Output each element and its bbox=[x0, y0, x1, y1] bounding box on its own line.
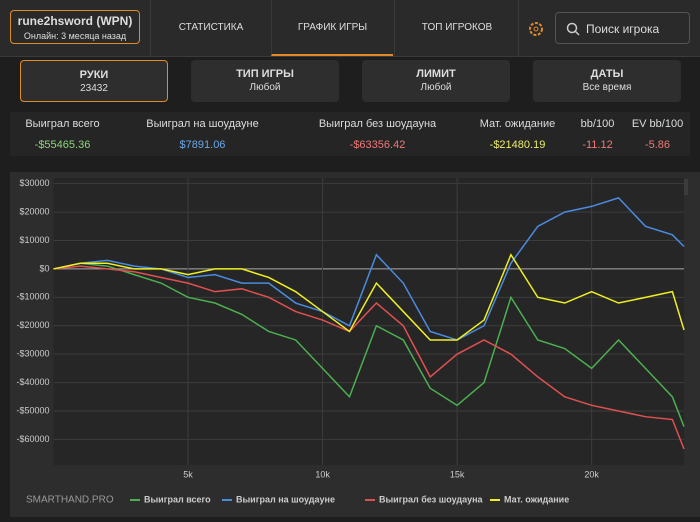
nav-tab[interactable]: ГРАФИК ИГРЫ bbox=[271, 0, 393, 56]
filter-label: РУКИ bbox=[79, 69, 109, 81]
nav-tab[interactable]: СТАТИСТИКА bbox=[150, 0, 271, 56]
stat-label: Выиграл без шоудауна bbox=[318, 118, 437, 130]
settings-button[interactable] bbox=[518, 0, 549, 56]
stat-value: -$55465.36 bbox=[34, 139, 91, 151]
series-line bbox=[53, 262, 685, 427]
y-tick-label: -$20000 bbox=[16, 320, 49, 330]
filter-button[interactable]: ТИП ИГРЫ Любой bbox=[191, 60, 339, 102]
stat-value: -$21480.19 bbox=[489, 139, 546, 151]
y-tick-label: -$30000 bbox=[16, 349, 49, 359]
stat-value: -$63356.42 bbox=[349, 139, 406, 151]
filter-button[interactable]: ДАТЫ Все время bbox=[533, 60, 681, 102]
chart-panel: BB SMARTHAND.PRO $30000$20000$10000$0-$1… bbox=[10, 172, 700, 517]
legend-label: Выиграл без шоудауна bbox=[379, 494, 484, 504]
x-tick-label: 10k bbox=[315, 469, 330, 479]
chart: BB SMARTHAND.PRO $30000$20000$10000$0-$1… bbox=[16, 178, 688, 506]
y-tick-label: $0 bbox=[39, 263, 49, 273]
stat-value: -5.86 bbox=[644, 139, 671, 151]
settings-icon bbox=[529, 22, 543, 36]
series-line bbox=[53, 265, 685, 450]
stats-table: Выиграл всего -$55465.36 Выиграл на шоудау… bbox=[10, 112, 690, 156]
filter-value: 23432 bbox=[80, 83, 108, 94]
stat-label: Выиграл всего bbox=[25, 118, 100, 130]
y-tick-label: $10000 bbox=[19, 235, 49, 245]
player-card[interactable]: rune2hsword (WPN) Онлайн: 3 месяца назад bbox=[10, 10, 140, 44]
header: rune2hsword (WPN) Онлайн: 3 месяца назад … bbox=[0, 0, 700, 57]
stat-label: EV bb/100 bbox=[631, 118, 684, 130]
watermark: SMARTHAND.PRO bbox=[26, 495, 114, 506]
player-status: Онлайн: 3 месяца назад bbox=[23, 31, 127, 41]
x-tick-label: 5k bbox=[183, 469, 193, 479]
legend-label: Выиграл всего bbox=[144, 494, 211, 504]
stat-value: $7891.06 bbox=[179, 139, 226, 151]
series-line bbox=[53, 253, 685, 341]
y-tick-label: $30000 bbox=[19, 178, 49, 188]
plot-area bbox=[53, 178, 684, 465]
stat-value: -11.12 bbox=[582, 139, 613, 151]
filter-value: Любой bbox=[249, 82, 281, 93]
filter-value: Все время bbox=[582, 82, 632, 93]
y-tick-label: -$60000 bbox=[16, 434, 49, 444]
search-placeholder: Поиск игрока bbox=[586, 22, 660, 36]
y-tick-label: -$50000 bbox=[16, 405, 49, 415]
y-tick-label: $20000 bbox=[19, 206, 49, 216]
player-name: rune2hsword (WPN) bbox=[17, 14, 133, 28]
filter-button[interactable]: РУКИ 23432 bbox=[20, 60, 168, 102]
stat-label: Выиграл на шоудауне bbox=[146, 118, 259, 130]
legend-label: Мат. ожидание bbox=[504, 494, 569, 504]
filter-label: ТИП ИГРЫ bbox=[236, 68, 294, 80]
stat-label: Мат. ожидание bbox=[479, 118, 556, 130]
search-icon bbox=[566, 22, 580, 36]
filter-button[interactable]: ЛИМИТ Любой bbox=[362, 60, 510, 102]
filter-label: ЛИМИТ bbox=[416, 68, 456, 80]
search-box[interactable]: Поиск игрока bbox=[555, 12, 690, 44]
x-tick-label: 15k bbox=[450, 469, 465, 479]
legend-label: Выиграл на шоудауне bbox=[236, 494, 335, 504]
stat-label: bb/100 bbox=[580, 118, 615, 130]
y-tick-label: -$40000 bbox=[16, 377, 49, 387]
y-tick-label: -$10000 bbox=[16, 292, 49, 302]
nav-tab[interactable]: ТОП ИГРОКОВ bbox=[394, 0, 519, 56]
x-tick-label: 20k bbox=[584, 469, 599, 479]
filter-label: ДАТЫ bbox=[590, 68, 624, 80]
filter-value: Любой bbox=[420, 82, 452, 93]
